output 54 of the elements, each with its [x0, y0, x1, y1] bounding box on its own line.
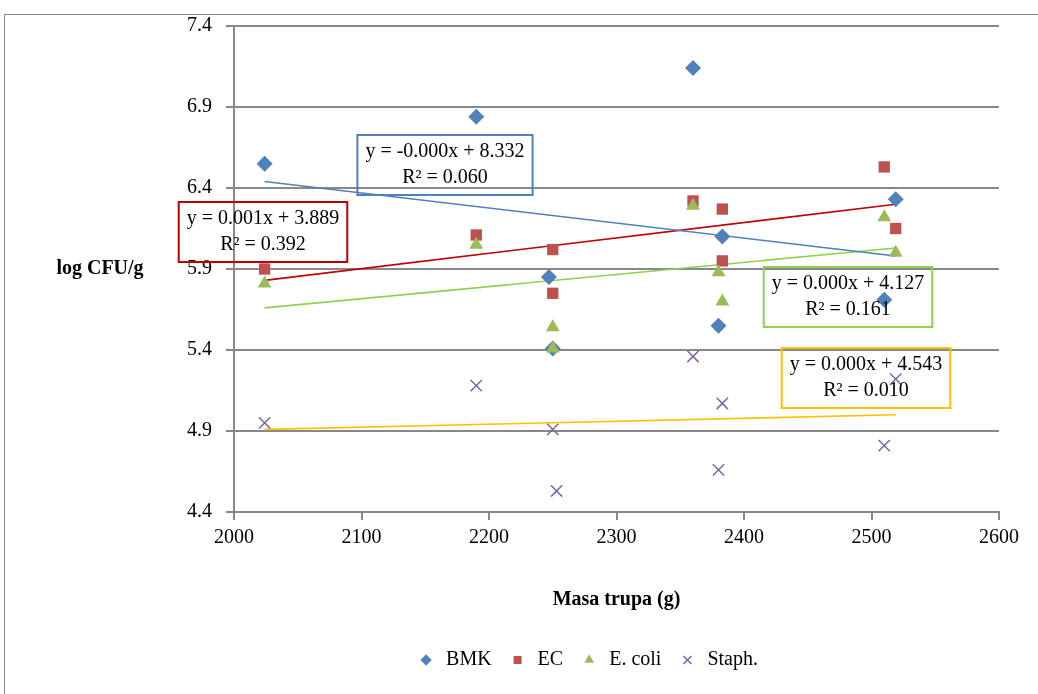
annotation: y = -0.000x + 8.332 R² = 0.060 [365, 139, 525, 188]
point [540, 269, 557, 286]
point [545, 340, 560, 353]
point [716, 203, 728, 215]
point [469, 379, 483, 393]
annotation: y = 0.001x + 3.889 R² = 0.392 [186, 206, 340, 255]
point [887, 191, 904, 208]
legend-label: Staph. [707, 647, 758, 671]
y-tick-label: 4.4 [187, 499, 212, 522]
y-tick-label: 4.9 [187, 418, 212, 441]
point [878, 161, 890, 173]
point [714, 228, 731, 245]
point [257, 275, 272, 288]
point [547, 243, 559, 256]
point [258, 416, 272, 430]
x-tick-label: 2000 [214, 525, 254, 548]
x-axis-title: Masa trupa (g) [552, 587, 681, 611]
point [256, 155, 273, 172]
point [685, 60, 701, 77]
point [545, 319, 560, 332]
point [550, 484, 563, 498]
legend-label: EC [537, 647, 564, 670]
point [877, 439, 891, 452]
y-axis-title: log CFU/g [56, 256, 144, 280]
point [715, 397, 729, 410]
point [888, 244, 903, 257]
x-tick-label: 2300 [596, 525, 637, 548]
legend-label: BMK [446, 647, 493, 670]
y-tick-label: 6.9 [187, 94, 212, 117]
point [686, 350, 700, 363]
point [470, 229, 482, 241]
point [710, 317, 727, 334]
x-tick-label: 2600 [979, 525, 1019, 548]
point [890, 222, 902, 235]
annotation: y = 0.000x + 4.127 R² = 0.161 [771, 271, 925, 320]
legend-label: E. coli [609, 647, 662, 670]
point [712, 463, 725, 477]
y-tick-label: 5.4 [187, 337, 212, 360]
point [468, 108, 485, 125]
point [877, 209, 892, 222]
y-tick-label: 6.4 [187, 175, 212, 198]
point [716, 255, 728, 267]
point [546, 422, 560, 436]
point [547, 287, 559, 299]
point [715, 293, 730, 306]
x-tick-label: 2100 [341, 525, 382, 548]
x-tick-label: 2200 [469, 525, 509, 548]
x-tick-label: 2500 [851, 525, 892, 548]
y-tick-label: 7.4 [187, 13, 212, 36]
point [711, 264, 726, 277]
annotation: y = 0.000x + 4.543 R² = 0.010 [789, 352, 943, 401]
point [258, 263, 271, 275]
x-tick-label: 2400 [724, 525, 764, 548]
point [469, 236, 484, 249]
